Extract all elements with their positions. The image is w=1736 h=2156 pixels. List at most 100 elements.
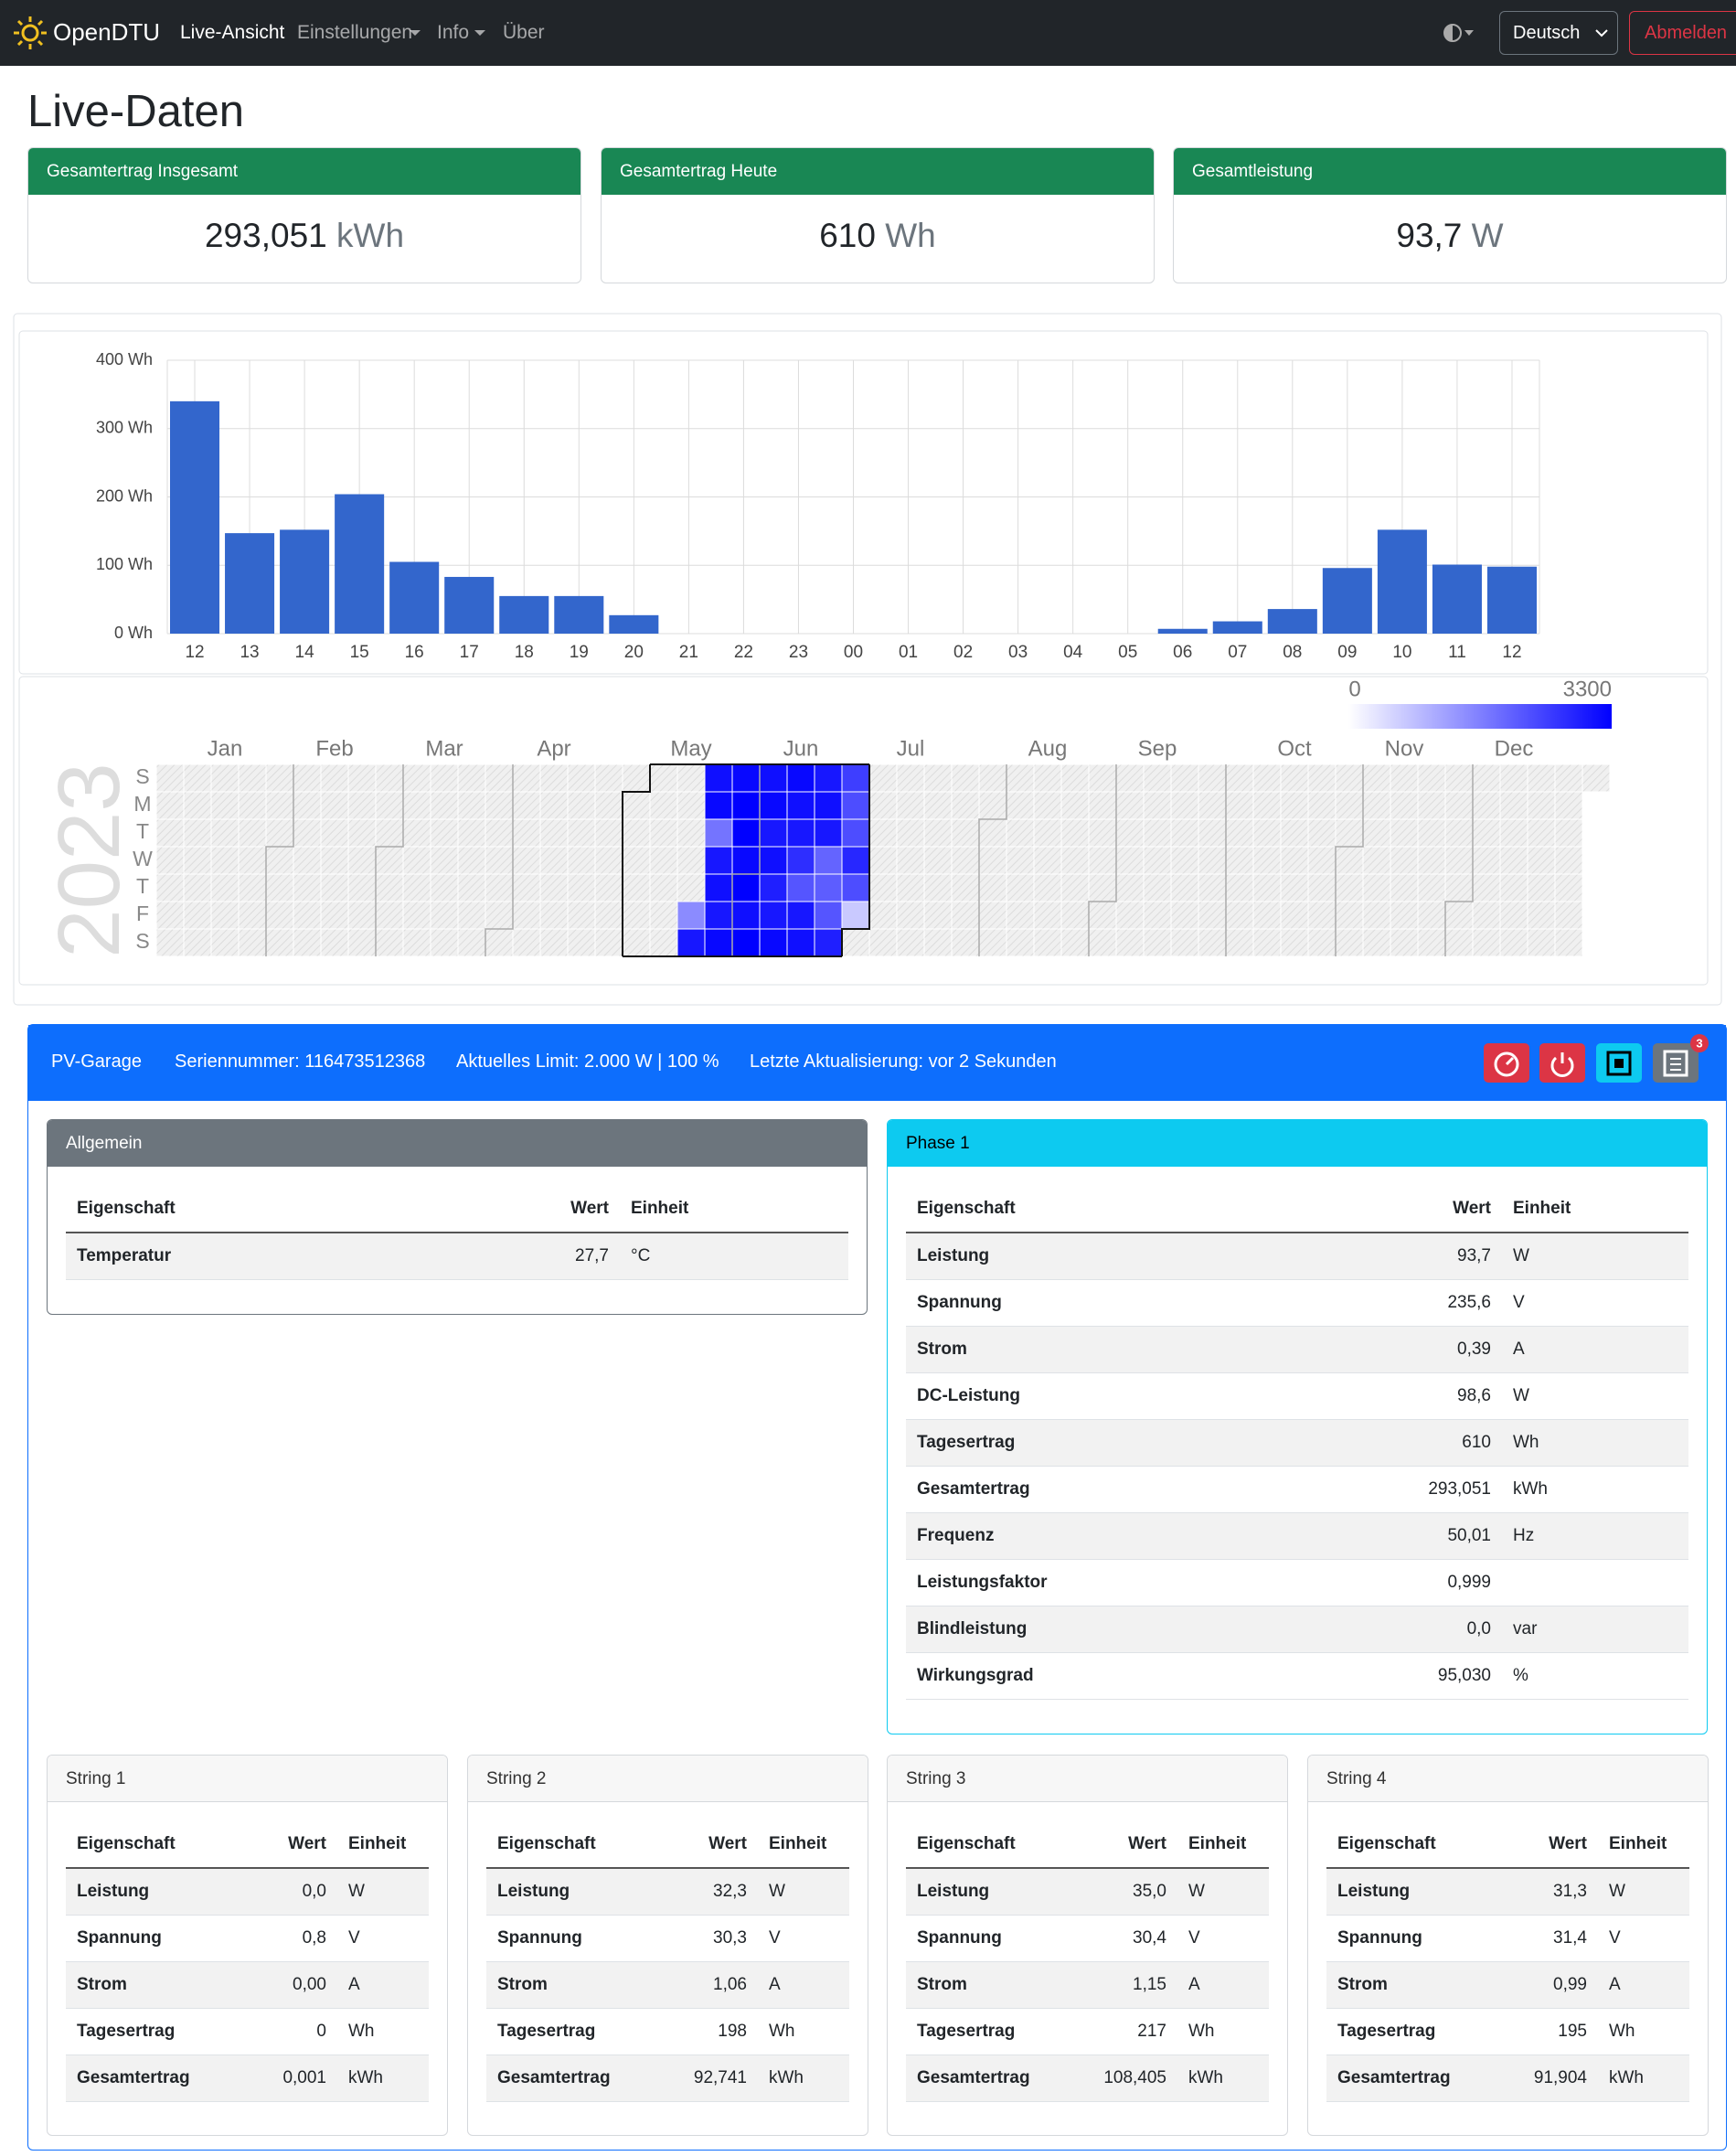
day-cell [759,791,788,820]
empty-day [512,928,541,957]
empty-day [430,901,459,930]
y-tick-label: 300 Wh [96,419,153,437]
month-label: Sep [1138,736,1177,761]
month-label: May [670,736,711,761]
bar [1267,609,1317,634]
unit: W [1502,1233,1688,1280]
empty-day [155,901,185,930]
empty-day [1252,846,1282,875]
empty-day [1225,901,1254,930]
empty-day [183,928,212,957]
empty-day [457,901,486,930]
empty-day [1390,791,1419,820]
empty-day [1307,791,1337,820]
empty-day [622,873,651,902]
empty-day [1252,791,1282,820]
data-table: Eigenschaft Wert Einheit Leistung 0,0 W Spannu… [66,1821,429,2102]
column-header: Eigenschaft [66,1186,435,1233]
card-value: 293,051 kWh [28,217,580,255]
day-cell [676,901,706,930]
data-table: Eigenschaft Wert Einheit Temperatur 27,7 °C [66,1186,848,1280]
table-card: String 3 Eigenschaft Wert Einheit Leistung 35… [887,1755,1288,2136]
empty-day [951,873,980,902]
empty-day [375,901,404,930]
empty-day [1362,818,1391,848]
empty-day [402,873,431,902]
empty-day [293,791,322,820]
x-tick-label: 23 [789,643,808,662]
empty-day [1225,846,1254,875]
x-tick-label: 00 [844,643,863,662]
empty-day [1170,928,1199,957]
table-row: Spannung 30,4 V [906,1915,1269,1962]
theme-toggle[interactable] [1443,23,1479,43]
nav-item[interactable]: Live-Ansicht [180,22,285,43]
empty-day [430,873,459,902]
x-tick-label: 09 [1337,643,1357,662]
day-cell [841,846,870,875]
empty-day [978,846,1007,875]
empty-day [238,928,267,957]
day-cell [759,818,788,848]
empty-day [402,846,431,875]
property: Tagesertrag [906,1419,1289,1467]
summary-card: Gesamtleistung 93,7 W [1173,147,1727,283]
empty-day [923,901,953,930]
empty-day [512,763,541,793]
table-row: Leistungsfaktor 0,999 [906,1559,1688,1606]
empty-day [1472,873,1501,902]
bar-chart-box [18,330,1709,675]
empty-day [320,763,349,793]
value: 1,15 [1072,1961,1177,2009]
empty-day [1252,873,1282,902]
empty-day [155,928,185,957]
unit: kWh [758,2055,849,2102]
inverter-card [27,1024,1727,2151]
day-cell [814,846,843,875]
limit-button[interactable] [1484,1043,1529,1083]
power-button[interactable] [1539,1043,1585,1083]
empty-day [1060,846,1090,875]
day-cell [731,873,761,902]
x-tick-label: 13 [240,643,259,662]
card-header: String 1 [48,1756,447,1802]
unit: kWh [337,2055,429,2102]
language-select[interactable]: Deutsch [1499,11,1618,55]
x-tick-label: 02 [953,643,973,662]
device-info-button[interactable] [1596,1043,1642,1083]
empty-day [622,928,651,957]
header-row: Eigenschaft Wert Einheit [906,1821,1269,1869]
value: 98,6 [1288,1372,1502,1420]
day-cell [814,873,843,902]
empty-day [1527,901,1556,930]
column-header: Eigenschaft [906,1186,1289,1233]
nav-item[interactable]: Einstellungen [297,22,413,43]
empty-day [1335,928,1364,957]
nav-item[interactable]: Info [437,22,470,43]
empty-day [923,928,953,957]
inverter-header [28,1025,1726,1101]
serial: Seriennummer: 116473512368 [175,1051,426,1072]
empty-day [649,873,678,902]
nav-item[interactable]: Über [503,22,545,43]
empty-day [1115,846,1145,875]
empty-day [238,763,267,793]
table-row: Strom 0,99 A [1326,1961,1689,2009]
bar [170,400,220,634]
logout-button[interactable]: Abmelden [1629,11,1736,55]
x-tick-label: 10 [1392,643,1411,662]
empty-day [1280,901,1309,930]
empty-day [649,763,678,793]
empty-day [1444,791,1474,820]
unit: V [337,1915,429,1962]
empty-day [512,873,541,902]
header-row: Eigenschaft Wert Einheit [1326,1821,1689,1869]
event-log-button[interactable] [1653,1043,1699,1083]
empty-day [265,873,294,902]
empty-day [347,873,377,902]
empty-day [676,818,706,848]
empty-day [1362,928,1391,957]
empty-day [1390,901,1419,930]
brand[interactable]: OpenDTU [53,18,161,46]
card-header: Gesamtertrag Insgesamt [28,148,580,195]
